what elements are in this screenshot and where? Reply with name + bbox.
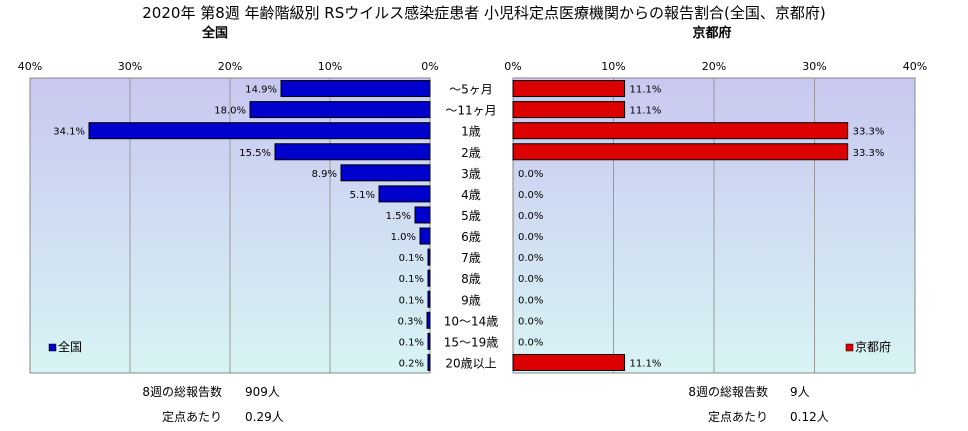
chart-title: 2020年 第8週 年齢階級別 RSウイルス感染症患者 小児科定点医療機関からの… <box>142 4 825 22</box>
kyoto-data-label: 11.1% <box>630 358 662 369</box>
kyoto-data-label: 0.0% <box>518 295 543 306</box>
national-data-label: 1.5% <box>386 211 411 222</box>
national-data-label: 34.1% <box>53 127 85 138</box>
kyoto-data-label: 0.0% <box>518 190 543 201</box>
category-label: ～11ヶ月 <box>445 104 496 118</box>
kyoto-data-label: 0.0% <box>518 169 543 180</box>
category-label: 8歳 <box>461 272 481 286</box>
kyoto-data-label: 0.0% <box>518 232 543 243</box>
national-data-label: 15.5% <box>239 148 271 159</box>
category-label: 20歳以上 <box>445 356 496 370</box>
national-tick-label: 30% <box>118 60 142 73</box>
national-tick-label: 0% <box>421 60 438 73</box>
kyoto-data-label: 33.3% <box>853 148 885 159</box>
kyoto-data-label: 0.0% <box>518 274 543 285</box>
kyoto-panel-title: 京都府 <box>692 25 731 41</box>
national-bar <box>249 101 431 119</box>
national-bar <box>419 227 431 245</box>
national-bar <box>378 185 431 203</box>
national-data-label: 18.0% <box>214 106 246 117</box>
national-total-value: 909人 <box>245 385 280 399</box>
kyoto-bar <box>512 143 849 161</box>
national-data-label: 0.1% <box>399 274 424 285</box>
national-bar <box>426 311 431 329</box>
national-bar <box>427 353 431 371</box>
national-tick-label: 10% <box>318 60 342 73</box>
category-label: 15～19歳 <box>444 335 499 349</box>
kyoto-axis-ticks: 0% 10% 20% 30% 40% <box>504 60 927 73</box>
kyoto-bar <box>512 101 626 119</box>
national-data-label: 0.1% <box>399 295 424 306</box>
kyoto-data-label: 0.0% <box>518 337 543 348</box>
kyoto-tick-label: 0% <box>504 60 521 73</box>
national-bar <box>427 248 431 266</box>
kyoto-legend-swatch <box>845 343 854 352</box>
category-label: 9歳 <box>461 293 481 307</box>
kyoto-data-label: 0.0% <box>518 253 543 264</box>
national-tick-label: 20% <box>218 60 242 73</box>
category-label: 3歳 <box>461 167 481 181</box>
national-data-label: 1.0% <box>391 232 416 243</box>
kyoto-bar <box>512 353 626 371</box>
kyoto-total-label: 8週の総報告数 <box>688 384 768 399</box>
national-legend-label: 全国 <box>58 339 82 354</box>
national-data-label: 0.1% <box>399 337 424 348</box>
kyoto-tick-label: 40% <box>903 60 927 73</box>
category-label: 1歳 <box>461 125 481 139</box>
national-data-label: 8.9% <box>312 169 337 180</box>
national-bars: 14.9% 18.0% 34.1% 15.5% 8.9% 5.1% 1.5% 1.0% 0.1%… <box>53 80 431 371</box>
national-tick-label: 40% <box>18 60 42 73</box>
kyoto-bar <box>512 122 849 140</box>
kyoto-total-value: 9人 <box>790 385 810 399</box>
category-label: 7歳 <box>461 251 481 265</box>
category-label: 10～14歳 <box>444 314 499 328</box>
kyoto-data-label: 11.1% <box>630 85 662 96</box>
national-data-label: 5.1% <box>350 190 375 201</box>
kyoto-data-label: 11.1% <box>630 106 662 117</box>
national-bar <box>427 269 431 287</box>
national-bar <box>414 206 431 224</box>
kyoto-per-value: 0.12人 <box>790 410 829 424</box>
kyoto-data-label: 0.0% <box>518 316 543 327</box>
national-bar <box>427 332 431 350</box>
kyoto-data-label: 0.0% <box>518 211 543 222</box>
kyoto-tick-label: 10% <box>601 60 625 73</box>
national-data-label: 14.9% <box>245 85 277 96</box>
national-per-value: 0.29人 <box>245 410 284 424</box>
kyoto-tick-label: 20% <box>702 60 726 73</box>
kyoto-tick-label: 30% <box>802 60 826 73</box>
category-labels: ～5ヶ月 ～11ヶ月 1歳 2歳 3歳 4歳 5歳 6歳 7歳 8歳 9歳 10～14歳 15～19歳 2… <box>444 83 499 371</box>
national-legend-swatch <box>48 343 57 352</box>
national-data-label: 0.2% <box>399 358 424 369</box>
kyoto-bar <box>512 80 626 98</box>
national-total-label: 8週の総報告数 <box>142 384 222 399</box>
national-axis-ticks: 40% 30% 20% 10% 0% <box>18 60 439 73</box>
kyoto-data-label: 33.3% <box>853 127 885 138</box>
category-label: 2歳 <box>461 146 481 160</box>
national-bar <box>280 80 431 98</box>
kyoto-bars: 11.1% 11.1% 33.3% 33.3% 0.0% 0.0% 0.0% 0.0% 0.0%… <box>512 80 885 371</box>
national-bar <box>427 290 431 308</box>
national-per-label: 定点あたり <box>162 409 222 424</box>
national-data-label: 0.3% <box>398 316 423 327</box>
national-bar <box>88 122 431 140</box>
kyoto-per-label: 定点あたり <box>708 409 768 424</box>
national-data-label: 0.1% <box>399 253 424 264</box>
national-bar <box>340 164 431 182</box>
national-panel-title: 全国 <box>201 25 228 41</box>
category-label: 6歳 <box>461 230 481 244</box>
kyoto-legend-label: 京都府 <box>855 339 891 354</box>
category-label: ～5ヶ月 <box>449 83 493 97</box>
category-label: 5歳 <box>461 209 481 223</box>
national-bar <box>274 143 431 161</box>
category-label: 4歳 <box>461 188 481 202</box>
